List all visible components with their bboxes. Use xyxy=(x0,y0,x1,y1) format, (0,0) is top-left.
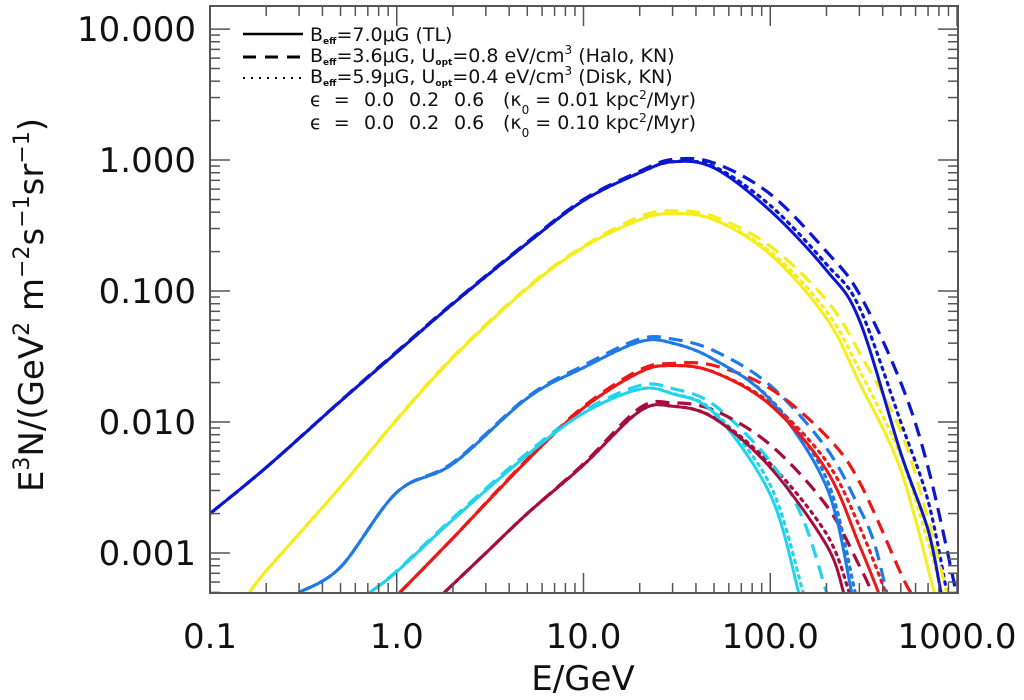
series-line-eps0.2-k0.10-Disk xyxy=(398,363,888,593)
legend-eps-value: 0.0 xyxy=(364,112,394,134)
legend-item-tl: Beff=7.0μG (TL) xyxy=(310,24,452,47)
y-title-n: N/(GeV xyxy=(12,336,52,457)
series-line-eps0.6-k0.10-Halo xyxy=(248,209,949,593)
series-line-eps0.0-k0.01-Halo xyxy=(369,382,828,593)
legend-eps-row-k001: ϵ = 0.0 0.2 0.6 (κ0 = 0.01 kpc2/Myr) xyxy=(310,88,696,117)
y-title-m: m xyxy=(12,278,52,322)
y-axis-title: E3N/(GeV2 m−2s−1sr−1) xyxy=(10,118,52,492)
y-title-sup: −1 xyxy=(10,195,35,227)
y-title-sup: −1 xyxy=(10,131,35,163)
x-tick-label: 100.0 xyxy=(722,617,819,657)
series-line-eps0.0-k0.10-Disk xyxy=(442,403,851,593)
legend-eps-value: 0.6 xyxy=(454,89,484,111)
curves-layer xyxy=(210,156,958,593)
legend-eps-value: 0.0 xyxy=(364,89,394,111)
x-tick-label: 1.0 xyxy=(370,617,424,657)
x-axis-title: E/GeV xyxy=(531,659,634,699)
legend-eps-row-k010: ϵ = 0.0 0.2 0.6 (κ0 = 0.10 kpc2/Myr) xyxy=(310,111,696,140)
y-title-sup: 3 xyxy=(10,457,35,471)
legend-kappa: (κ0 = 0.10 kpc2/Myr) xyxy=(503,111,696,140)
y-tick-label: 0.010 xyxy=(99,403,196,443)
legend-item-halo: Beff=3.6μG, Uopt=0.8 eV/cm3 (Halo, KN) xyxy=(310,43,675,68)
series-line-eps0.6-k0.01-Disk xyxy=(210,159,949,593)
axis-ticks xyxy=(209,6,958,594)
y-title-sup: 2 xyxy=(10,322,35,336)
legend-eps-prefix: ϵ = xyxy=(310,112,362,134)
series-line-eps0.6-k0.10-TL xyxy=(248,212,936,593)
y-tick-label: 0.001 xyxy=(99,534,196,574)
series-line-eps0.0-k0.01-TL xyxy=(369,386,801,593)
y-tick-label: 0.100 xyxy=(99,272,196,312)
legend-eps-value: 0.6 xyxy=(454,112,484,134)
legend-eps-value: 0.2 xyxy=(409,89,439,111)
series-line-eps0.6-k0.01-Halo xyxy=(210,156,958,593)
series-line-eps0.0-k0.10-Halo xyxy=(443,399,874,593)
x-tick-label: 0.1 xyxy=(183,617,237,657)
axis-tick-labels: 0.1 1.0 10.0 100.0 1000.0 0.001 0.010 0.100 1.00… xyxy=(77,10,1016,657)
y-title-close: ) xyxy=(12,118,52,131)
x-tick-label: 1000.0 xyxy=(898,617,1017,657)
y-tick-label: 10.000 xyxy=(77,10,196,50)
legend-kappa: (κ0 = 0.01 kpc2/Myr) xyxy=(503,88,696,117)
legend: Beff=7.0μG (TL) Beff=3.6μG, Uopt=0.8 eV/… xyxy=(243,24,696,140)
y-title-e: E xyxy=(12,471,52,492)
y-tick-label: 1.000 xyxy=(99,141,196,181)
series-line-eps0.2-k0.01-Disk xyxy=(297,338,857,593)
x-tick-label: 10.0 xyxy=(546,617,622,657)
series-line-eps0.2-k0.01-Halo xyxy=(298,334,889,593)
y-title-s: s xyxy=(12,228,52,246)
legend-item-disk: Beff=5.9μG, Uopt=0.4 eV/cm3 (Disk, KN) xyxy=(310,64,673,89)
legend-eps-value: 0.2 xyxy=(409,112,439,134)
series-line-eps0.6-k0.01-TL xyxy=(210,159,943,593)
series-line-eps0.2-k0.10-TL xyxy=(398,364,880,593)
series-line-eps0.0-k0.10-TL xyxy=(443,403,846,593)
legend-eps-prefix: ϵ = xyxy=(310,89,362,111)
y-title-sup: −2 xyxy=(10,246,35,278)
series-line-eps0.0-k0.01-Disk xyxy=(368,386,805,593)
y-title-sr: sr xyxy=(12,164,52,196)
